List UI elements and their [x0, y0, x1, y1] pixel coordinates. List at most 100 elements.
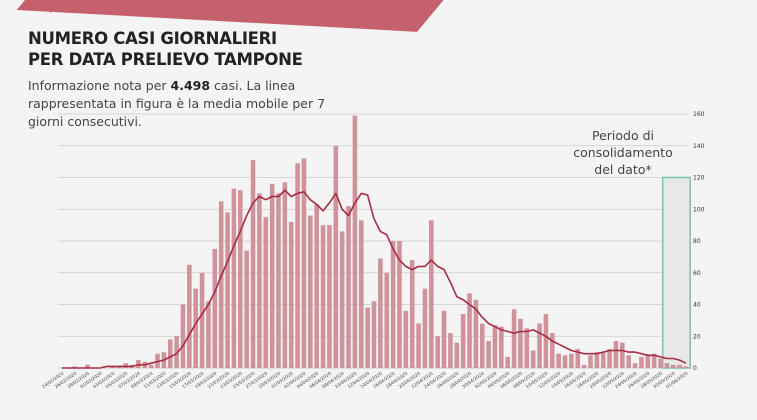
- bar: [378, 258, 383, 368]
- bar: [206, 301, 211, 368]
- bar: [199, 272, 205, 368]
- bar: [543, 314, 549, 368]
- y-axis-ticks: 0 20 40 60 80 100 120 140 160: [693, 111, 705, 372]
- y-tick-label: 100: [693, 206, 705, 213]
- bar: [664, 363, 670, 368]
- bar: [187, 264, 192, 368]
- bar: [626, 355, 631, 368]
- bar: [473, 299, 479, 368]
- y-tick-label: 0: [693, 365, 697, 372]
- bar: [607, 348, 612, 368]
- bar: [282, 182, 288, 368]
- bar: [276, 193, 281, 368]
- bar: [613, 341, 619, 368]
- bar: [594, 352, 600, 368]
- bar: [390, 241, 396, 368]
- bar: [467, 293, 472, 368]
- bar: [575, 348, 581, 368]
- bar: [358, 220, 364, 368]
- bar: [301, 158, 307, 368]
- consolidation-annotation: Periodo di consolidamento del dato*: [556, 127, 690, 178]
- bar: [581, 364, 587, 368]
- bar: [320, 225, 326, 368]
- annotation-line2: consolidamento: [573, 145, 673, 160]
- bar: [556, 353, 561, 368]
- annotation-line3: del dato*: [594, 162, 652, 177]
- bar: [339, 231, 345, 368]
- bar: [167, 339, 173, 368]
- bar: [658, 358, 663, 368]
- bar: [409, 260, 415, 368]
- subtitle-post: casi. La linea rappresentata in figura è…: [28, 78, 326, 129]
- bar: [683, 366, 689, 368]
- bar: [492, 325, 498, 368]
- y-tick-label: 20: [693, 333, 701, 340]
- bar: [588, 355, 593, 368]
- y-tick-label: 120: [693, 175, 705, 182]
- bar: [174, 336, 179, 368]
- bar: [110, 366, 116, 368]
- chart-title: NUMERO CASI GIORNALIERI PER DATA PRELIEV…: [28, 28, 303, 70]
- bar: [639, 356, 644, 368]
- bar: [384, 272, 390, 368]
- bar: [212, 248, 218, 368]
- bar: [499, 326, 504, 368]
- bar: [117, 366, 122, 368]
- bar: [333, 145, 339, 368]
- bar: [422, 288, 428, 368]
- bar: [435, 336, 440, 368]
- bar: [365, 307, 370, 368]
- bar: [85, 364, 90, 368]
- y-tick-label: 160: [693, 111, 705, 118]
- bar: [569, 353, 574, 368]
- chart-title-line1: NUMERO CASI GIORNALIERI: [28, 29, 277, 48]
- bar: [486, 341, 491, 368]
- x-axis-ticks: 24/02/202026/02/202028/02/202001/03/2020…: [41, 371, 689, 391]
- y-tick-label: 60: [693, 270, 701, 277]
- bar: [263, 217, 269, 368]
- bar: [600, 352, 606, 368]
- annotation-line1: Periodo di: [591, 128, 654, 143]
- bar: [308, 215, 313, 368]
- bar: [269, 183, 275, 368]
- bar: [352, 115, 358, 369]
- bar: [148, 364, 154, 368]
- bar: [537, 323, 542, 368]
- bar: [250, 160, 256, 368]
- moving-average-line: [62, 189, 687, 369]
- bar: [314, 204, 319, 368]
- chart-subtitle: Informazione nota per 4.498 casi. La lin…: [28, 77, 328, 131]
- bar: [454, 342, 460, 368]
- case-count: 4.498: [170, 78, 211, 93]
- y-tick-label: 40: [693, 302, 701, 309]
- bar: [371, 301, 377, 368]
- bar: [511, 309, 517, 368]
- bar: [549, 333, 555, 368]
- bar: [670, 364, 676, 368]
- y-tick-label: 140: [693, 143, 705, 150]
- bar: [231, 188, 237, 368]
- bar: [620, 342, 625, 368]
- bar: [237, 190, 243, 368]
- bar: [295, 163, 300, 368]
- bar: [244, 250, 249, 368]
- bar: [518, 318, 523, 368]
- bar: [403, 310, 409, 368]
- bar: [448, 333, 453, 368]
- bar: [677, 364, 682, 368]
- bar: [257, 193, 262, 368]
- bar: [288, 221, 294, 368]
- bar: [632, 363, 638, 368]
- consolidation-period-box: [661, 176, 691, 369]
- subtitle-pre: Informazione nota per: [28, 78, 171, 93]
- bar: [225, 212, 230, 368]
- bar: [524, 328, 530, 368]
- bar: [505, 356, 511, 368]
- y-tick-label: 80: [693, 238, 701, 245]
- bar: [346, 206, 351, 368]
- bar: [441, 310, 447, 368]
- daily-cases-bars: [72, 115, 689, 369]
- bar: [651, 353, 657, 368]
- bar: [530, 350, 536, 368]
